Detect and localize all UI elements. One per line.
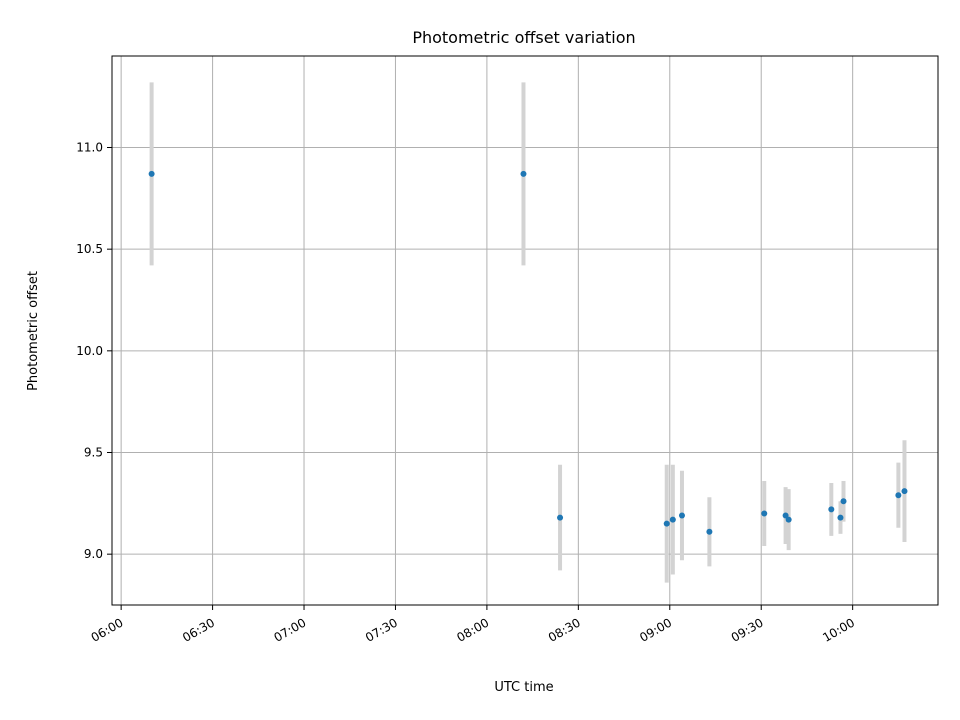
chart-title: Photometric offset variation (412, 28, 635, 47)
plot-frame (111, 55, 939, 606)
y-tick-label: 9.5 (84, 446, 103, 460)
y-tick-label: 10.5 (76, 242, 103, 256)
data-point (557, 514, 564, 521)
data-point (706, 528, 713, 535)
data-point (828, 506, 835, 513)
data-point (840, 498, 847, 505)
y-tick-label: 10.0 (76, 344, 103, 358)
x-axis-label: UTC time (494, 680, 553, 695)
data-point (520, 170, 527, 177)
data-point (901, 488, 908, 495)
data-point (678, 512, 685, 519)
data-point (663, 520, 670, 527)
plot-area: 06:00 06:30 07:00 07:30 08:00 08:30 09:00 09:30… (76, 55, 939, 645)
data-point (837, 514, 844, 521)
data-point (895, 492, 902, 499)
data-point (148, 170, 155, 177)
data-point (761, 510, 768, 517)
data-point (785, 516, 792, 523)
y-axis-label: Photometric offset (26, 271, 41, 391)
y-tick-label: 9.0 (84, 547, 103, 561)
y-tick-label: 11.0 (76, 141, 103, 155)
data-point (669, 516, 676, 523)
